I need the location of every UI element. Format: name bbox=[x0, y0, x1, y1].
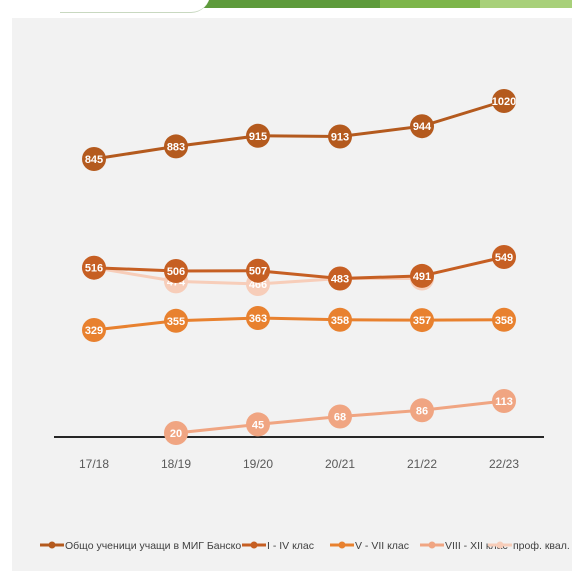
legend-marker-dot-2 bbox=[338, 541, 346, 549]
data-label-3: 45 bbox=[252, 419, 264, 431]
data-point-1 bbox=[410, 263, 434, 288]
data-point-3 bbox=[410, 398, 434, 423]
data-label-2: 358 bbox=[331, 315, 349, 327]
data-point-1 bbox=[492, 245, 516, 269]
legend-label-1: I - IV клас bbox=[267, 540, 314, 552]
x-tick-label: 19/20 bbox=[243, 457, 273, 471]
data-point-2 bbox=[164, 308, 188, 333]
legend-marker-dot-1 bbox=[250, 541, 258, 549]
data-label-1: 549 bbox=[495, 252, 513, 264]
series-line-2 bbox=[93, 316, 505, 332]
data-point-2 bbox=[328, 307, 352, 332]
data-label-0: 915 bbox=[249, 131, 267, 143]
data-label-3: 20 bbox=[170, 428, 182, 440]
data-point-0 bbox=[164, 134, 188, 159]
decorative-header bbox=[0, 0, 572, 16]
data-label-1: 516 bbox=[85, 263, 103, 275]
data-label-2: 329 bbox=[85, 325, 103, 337]
data-label-1: 506 bbox=[167, 266, 185, 278]
data-label-3: 113 bbox=[495, 396, 513, 408]
data-point-2 bbox=[246, 306, 270, 330]
data-point-3 bbox=[246, 412, 270, 437]
data-point-0 bbox=[246, 123, 270, 148]
header-stripe-dark bbox=[140, 0, 380, 8]
data-point-2 bbox=[410, 308, 434, 333]
x-tick-label: 21/22 bbox=[407, 457, 437, 471]
data-point-2 bbox=[492, 307, 516, 332]
data-point-3 bbox=[328, 404, 352, 429]
series-line-0 bbox=[93, 99, 505, 161]
data-label-0: 913 bbox=[331, 132, 349, 144]
legend-label-3: VIII - XII клас bbox=[445, 540, 508, 552]
x-tick-label: 18/19 bbox=[161, 457, 191, 471]
data-label-0: 883 bbox=[167, 141, 185, 153]
data-point-0 bbox=[492, 89, 516, 113]
data-point-1 bbox=[246, 258, 270, 283]
legend-marker-dot-0 bbox=[48, 541, 56, 549]
data-label-2: 363 bbox=[249, 313, 267, 325]
data-point-0 bbox=[82, 147, 106, 171]
data-label-1: 507 bbox=[249, 266, 267, 278]
data-label-2: 358 bbox=[495, 315, 513, 327]
data-point-0 bbox=[410, 114, 434, 139]
legend-label-4: проф. квал. bbox=[513, 540, 570, 552]
data-point-1 bbox=[82, 255, 106, 280]
data-point-1 bbox=[164, 259, 188, 283]
data-label-1: 483 bbox=[331, 274, 349, 286]
x-tick-label: 22/23 bbox=[489, 457, 519, 471]
data-label-0: 845 bbox=[85, 154, 103, 166]
header-stripe-mid bbox=[380, 0, 480, 8]
legend-marker-dot-4 bbox=[496, 541, 504, 549]
header-stripe-light bbox=[480, 0, 572, 8]
data-point-3 bbox=[164, 421, 188, 445]
data-label-2: 355 bbox=[167, 316, 185, 328]
data-point-1 bbox=[328, 266, 352, 291]
legend-label-2: V - VII клас bbox=[355, 540, 409, 552]
data-point-2 bbox=[82, 318, 106, 342]
data-point-3 bbox=[492, 389, 516, 413]
series-line-1 bbox=[93, 255, 505, 281]
data-label-2: 357 bbox=[413, 315, 431, 327]
data-label-3: 68 bbox=[334, 412, 346, 424]
legend-label-0: Общо ученици учащи в МИГ Банско bbox=[65, 540, 241, 552]
data-label-4: 466 bbox=[249, 279, 267, 291]
data-label-3: 86 bbox=[416, 405, 428, 417]
data-label-1: 491 bbox=[413, 271, 431, 283]
x-tick-label: 17/18 bbox=[79, 457, 109, 471]
data-point-0 bbox=[328, 124, 352, 149]
x-tick-label: 20/21 bbox=[325, 457, 355, 471]
legend-marker-dot-3 bbox=[428, 541, 436, 549]
data-label-0: 1020 bbox=[492, 96, 516, 108]
data-label-0: 944 bbox=[413, 121, 432, 133]
header-curve bbox=[60, 0, 210, 13]
